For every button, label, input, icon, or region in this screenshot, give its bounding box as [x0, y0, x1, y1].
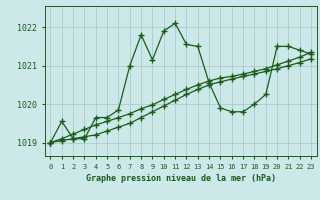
X-axis label: Graphe pression niveau de la mer (hPa): Graphe pression niveau de la mer (hPa) — [86, 174, 276, 183]
